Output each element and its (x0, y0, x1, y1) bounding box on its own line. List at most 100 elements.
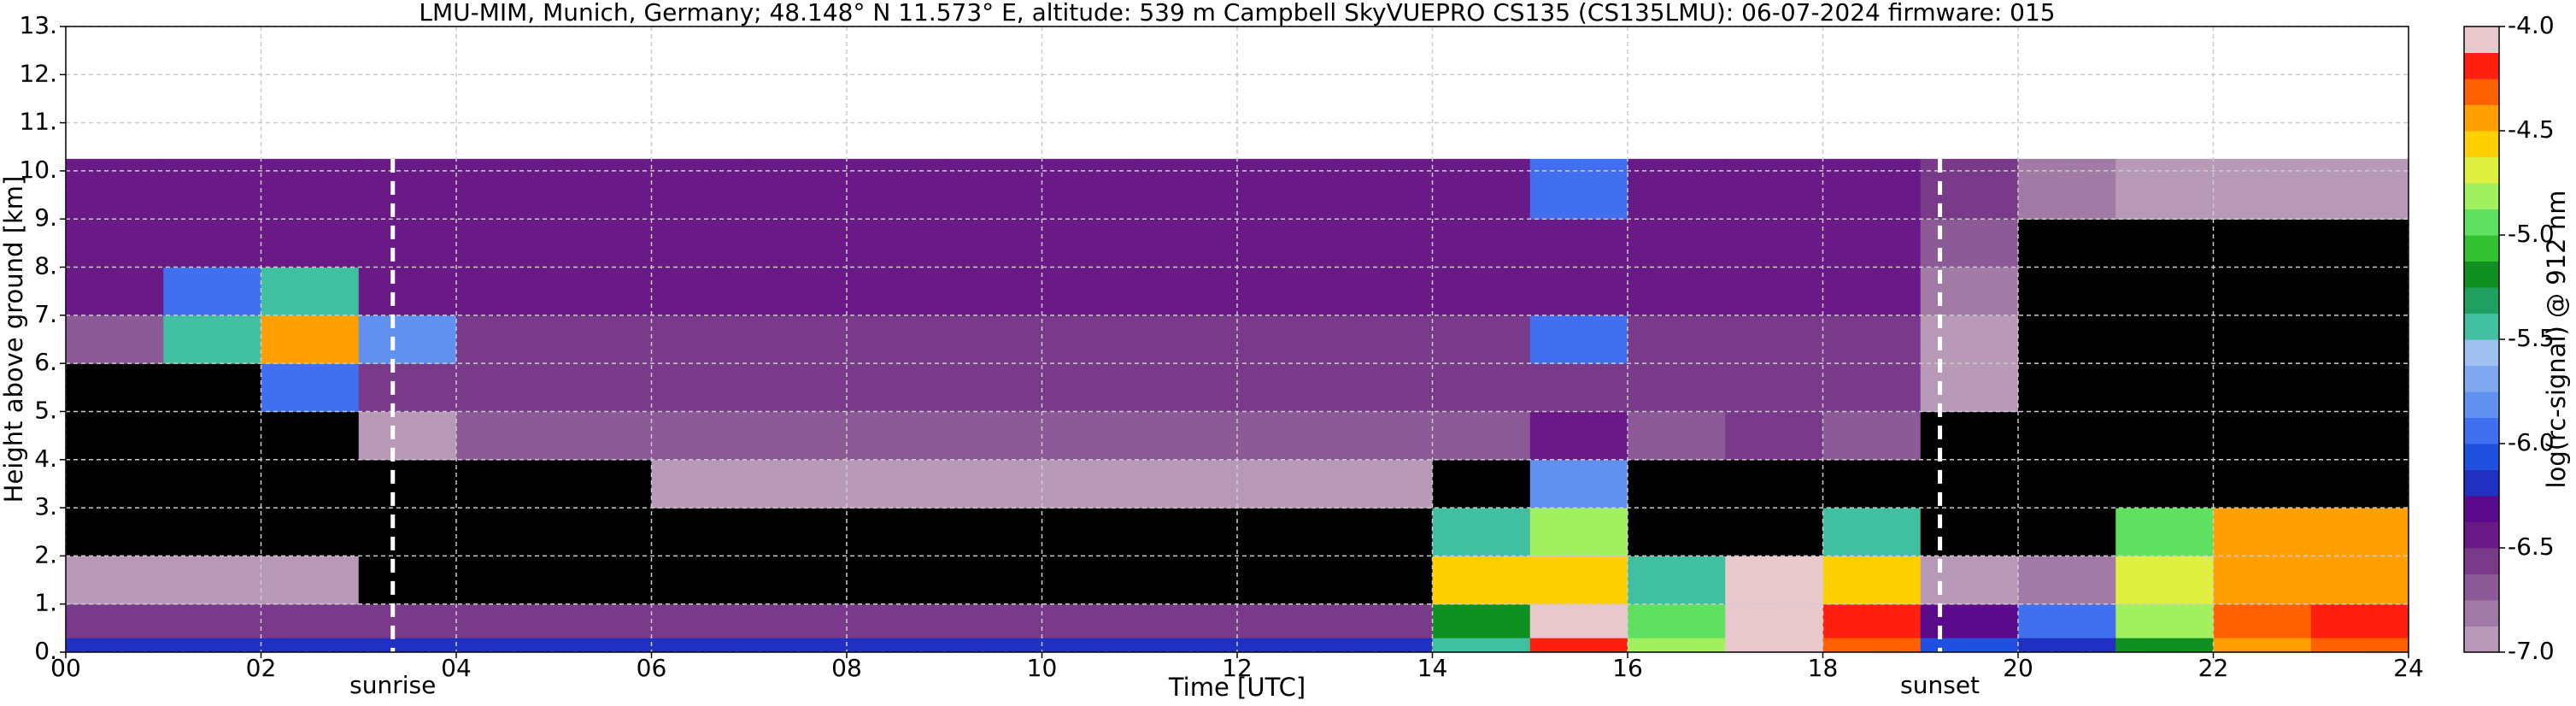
heatmap-cell (1529, 219, 1628, 268)
heatmap-cell (554, 459, 652, 509)
heatmap-cell (1139, 411, 1238, 461)
colorbar-band (2464, 444, 2499, 470)
heatmap-cell (2310, 459, 2409, 509)
heatmap-cell (1042, 219, 1141, 268)
heatmap-cell (2115, 315, 2214, 364)
heatmap-cell (1725, 411, 1823, 461)
heatmap-cell (1822, 556, 1922, 605)
heatmap-cell (1529, 556, 1628, 605)
heatmap-cell (1529, 411, 1628, 461)
colorbar-band (2464, 626, 2499, 653)
heatmap-cell (2310, 556, 2409, 605)
colorbar-tick-label: -7.0 (2508, 637, 2555, 665)
heatmap-cell (1237, 603, 1335, 638)
heatmap-cell (2115, 508, 2214, 556)
x-tick-label: 20 (2003, 654, 2033, 682)
heatmap-cell (1335, 638, 1433, 653)
colorbar-band (2464, 391, 2499, 418)
heatmap-cell (1139, 315, 1238, 364)
heatmap-cell (163, 315, 261, 364)
heatmap-cell (2213, 459, 2312, 509)
heatmap-cell (1920, 158, 2019, 220)
heatmap-cell (358, 411, 457, 461)
heatmap-cell (944, 638, 1042, 653)
heatmap-cell (261, 158, 360, 220)
heatmap-cell (2018, 638, 2116, 653)
heatmap-cell (2213, 508, 2312, 556)
heatmap-cell (651, 267, 750, 316)
heatmap-cell (1042, 638, 1141, 653)
heatmap-cell (847, 267, 945, 316)
heatmap-cell (1920, 363, 2019, 412)
heatmap-cell (1237, 158, 1335, 220)
heatmap-cell (1628, 556, 1726, 605)
heatmap-cell (2018, 315, 2116, 364)
heatmap-cell (1432, 219, 1531, 268)
heatmap-cell (66, 508, 164, 556)
colorbar-band (2464, 365, 2499, 392)
heatmap-cell (944, 219, 1042, 268)
heatmap-cell (456, 315, 555, 364)
heatmap-cell (651, 363, 750, 412)
heatmap-cell (1335, 459, 1433, 509)
y-tick-label: 6. (34, 348, 57, 376)
heatmap-cell (1628, 508, 1726, 556)
heatmap-cell (1529, 603, 1628, 638)
heatmap-cell (2310, 315, 2409, 364)
heatmap-cell (1432, 556, 1531, 605)
colorbar-label: log(rc-signal) @ 912 nm (2542, 191, 2571, 489)
heatmap-cell (1139, 603, 1238, 638)
heatmap-cell (1725, 219, 1823, 268)
heatmap-cell (2310, 158, 2409, 220)
heatmap-cell (1822, 603, 1922, 638)
heatmap-cell (261, 267, 360, 316)
heatmap-cell (1042, 267, 1141, 316)
y-tick-label: 7. (34, 300, 57, 328)
heatmap-cell (944, 158, 1042, 220)
heatmap-cell (1920, 459, 2019, 509)
heatmap-cell (554, 219, 652, 268)
y-tick-label: 10. (19, 156, 57, 184)
heatmap-cell (554, 508, 652, 556)
heatmap-cell (163, 411, 261, 461)
heatmap-cell (748, 315, 848, 364)
colorbar-tick-label: -6.5 (2508, 532, 2555, 561)
heatmap-cell (358, 508, 457, 556)
heatmap-cell (1628, 411, 1726, 461)
heatmap-cell (1237, 315, 1335, 364)
heatmap-cell (1822, 508, 1922, 556)
colorbar-band (2464, 469, 2499, 497)
heatmap-cell (2115, 267, 2214, 316)
heatmap-cell (1432, 508, 1531, 556)
heatmap-cell (456, 459, 555, 509)
heatmap-cell (847, 603, 945, 638)
y-tick-label: 4. (34, 444, 57, 473)
heatmap-cell (1335, 411, 1433, 461)
heatmap-cell (1822, 363, 1922, 412)
colorbar-band (2464, 156, 2499, 184)
heatmap-cell (1139, 158, 1238, 220)
heatmap-cell (1042, 158, 1141, 220)
heatmap-cell (1725, 158, 1823, 220)
colorbar-band (2464, 548, 2499, 574)
heatmap-cell (748, 603, 848, 638)
heatmap-cell (748, 411, 848, 461)
heatmap-cell (163, 556, 261, 605)
heatmap-cell (847, 158, 945, 220)
heatmap-cell (1139, 459, 1238, 509)
colorbar-band (2464, 235, 2499, 262)
heatmap-cell (1335, 315, 1433, 364)
heatmap-cell (1335, 219, 1433, 268)
heatmap-cell (1725, 556, 1823, 605)
heatmap-cell (2213, 603, 2312, 638)
heatmap-cell (1920, 508, 2019, 556)
heatmap-cell (651, 411, 750, 461)
y-tick-label: 8. (34, 252, 57, 280)
heatmap-cell (748, 158, 848, 220)
heatmap-cell (1628, 315, 1726, 364)
heatmap-cell (847, 556, 945, 605)
heatmap-cell (358, 267, 457, 316)
heatmap-cell (1432, 363, 1531, 412)
heatmap-cell (2115, 363, 2214, 412)
